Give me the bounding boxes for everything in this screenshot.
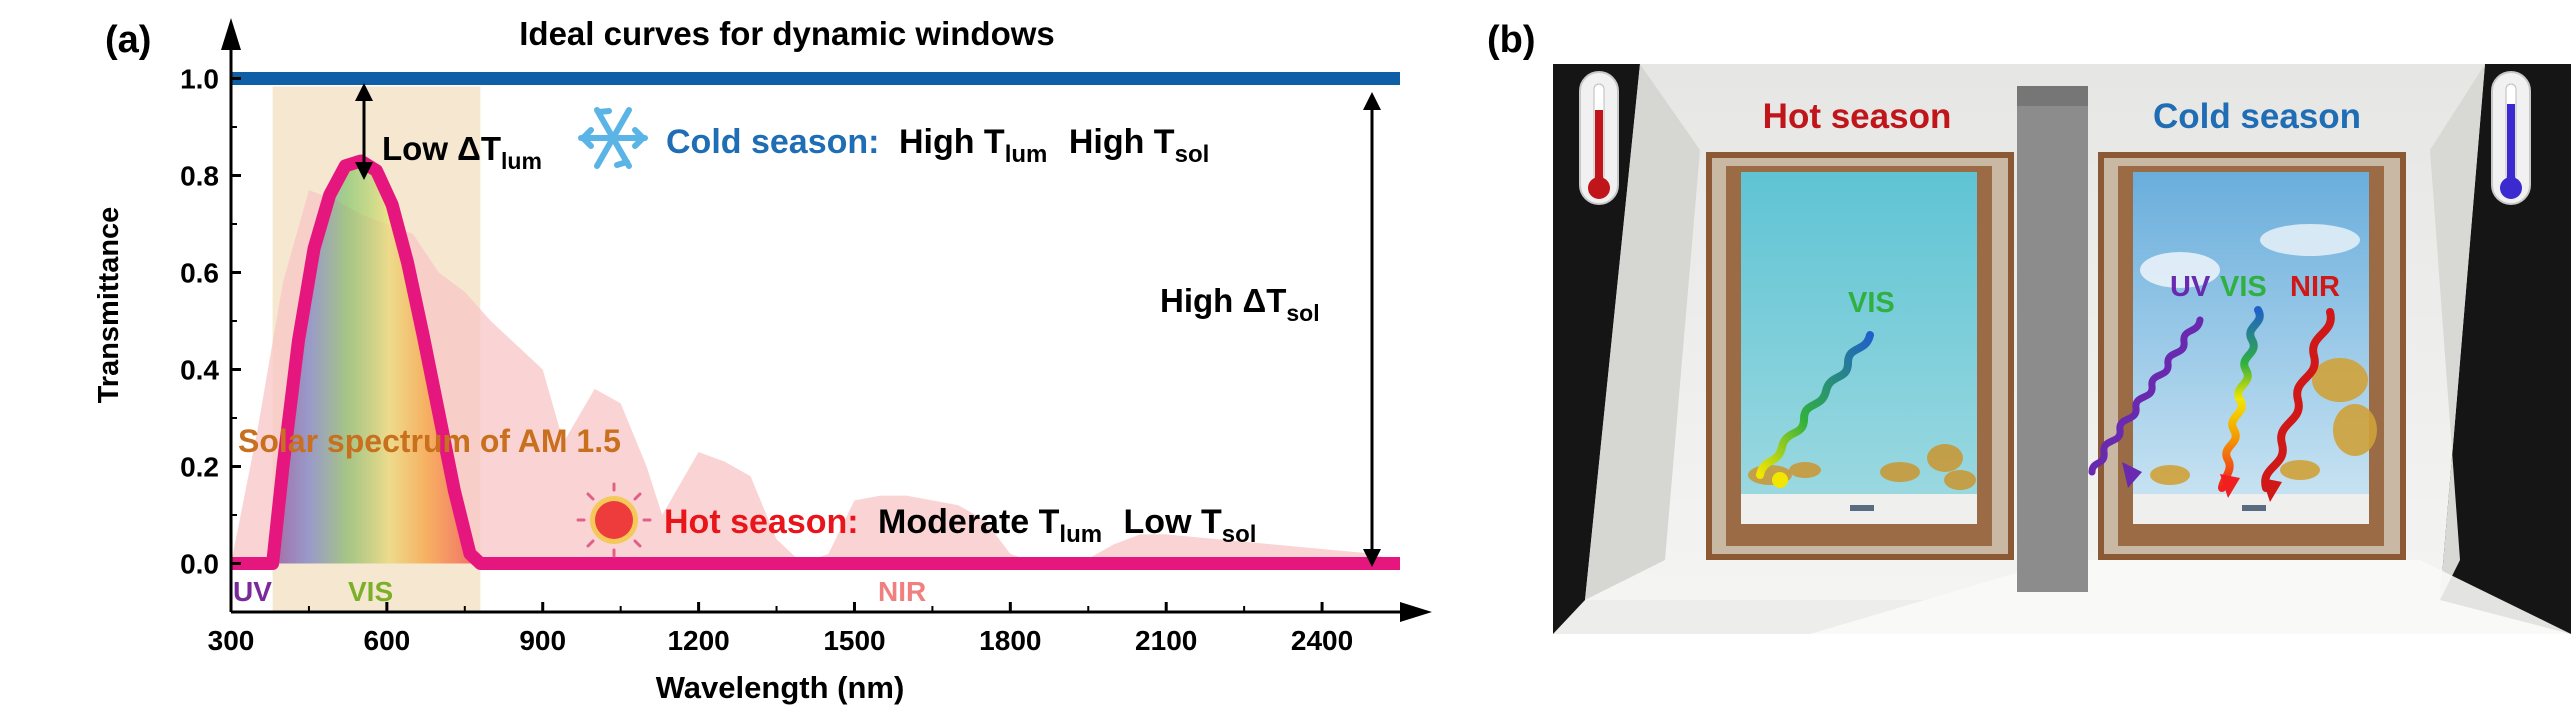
y-tick-label: 0.2 bbox=[180, 452, 219, 483]
x-tick-label: 2400 bbox=[1291, 625, 1353, 656]
x-tick-label: 600 bbox=[364, 625, 411, 656]
x-tick-label: 1500 bbox=[823, 625, 885, 656]
series-layer bbox=[231, 72, 1400, 570]
cold-nir-label: NIR bbox=[2290, 271, 2340, 303]
hot-vis-label: VIS bbox=[1848, 287, 1895, 319]
hot-thermometer-icon bbox=[1579, 71, 1619, 205]
vis-wave-hot bbox=[1756, 331, 1874, 488]
x-tick-label: 900 bbox=[519, 625, 566, 656]
panel-b-label: (b) bbox=[1487, 19, 1536, 61]
y-tick-label: 0.6 bbox=[180, 258, 219, 289]
hot-season-window bbox=[1706, 152, 2014, 560]
uv-region-label: UV bbox=[233, 576, 272, 607]
x-tick-label: 2100 bbox=[1135, 625, 1197, 656]
x-axis-arrowhead bbox=[1400, 602, 1432, 622]
cold-thermometer-icon bbox=[2491, 71, 2531, 205]
cold-season-title: Cold season bbox=[2153, 97, 2361, 136]
hot-season-title: Hot season bbox=[1763, 97, 1952, 136]
hot-season-line bbox=[231, 154, 1400, 570]
y-axis-arrowhead bbox=[221, 18, 241, 50]
solar-spectrum-layer bbox=[231, 190, 1400, 564]
y-axis-label: Transmittance bbox=[93, 207, 125, 404]
snowflake-icon bbox=[578, 107, 648, 169]
x-tick-label: 1200 bbox=[667, 625, 729, 656]
vis-region-label: VIS bbox=[348, 576, 393, 607]
uv-wave-cold bbox=[2088, 316, 2204, 488]
panel-a-label: (a) bbox=[105, 19, 151, 61]
solar-spectrum-label: Solar spectrum of AM 1.5 bbox=[238, 423, 621, 459]
sun-icon bbox=[576, 482, 652, 558]
panel-b: (b) bbox=[1487, 19, 2571, 634]
x-axis-label: Wavelength (nm) bbox=[656, 670, 905, 705]
vis-wave-cold bbox=[2218, 306, 2264, 498]
y-tick-label: 1.0 bbox=[180, 64, 219, 95]
y-tick-label: 0.0 bbox=[180, 549, 219, 580]
x-tick-label: 300 bbox=[208, 625, 255, 656]
window-illustration: Hot season Cold season VIS UV VI bbox=[1553, 64, 2571, 634]
chart-title: Ideal curves for dynamic windows bbox=[519, 15, 1055, 52]
y-tick-label: 0.8 bbox=[180, 161, 219, 192]
high-delta-tsol-arrow bbox=[1363, 92, 1381, 567]
cold-vis-label: VIS bbox=[2220, 271, 2267, 303]
axes-layer: 300 600 900 1200 1500 1800 2100 2400 0.0 0.2 0.4 0.… bbox=[180, 18, 1432, 656]
hot-season-annotation: Hot season: Moderate Tlum Low Tsol bbox=[664, 503, 1256, 550]
solar-spectrum-area bbox=[231, 190, 1400, 564]
nir-wave-cold bbox=[2261, 308, 2335, 502]
low-delta-tlum-arrow bbox=[355, 83, 373, 180]
cold-uv-label: UV bbox=[2170, 271, 2211, 303]
nir-region-label: NIR bbox=[878, 576, 926, 607]
y-tick-label: 0.4 bbox=[180, 355, 219, 386]
panel-a: (a) Ideal curves for dynamic windows 300… bbox=[93, 15, 1432, 705]
high-delta-tsol-label: High ΔTsol bbox=[1160, 282, 1320, 326]
center-pillar bbox=[2017, 86, 2088, 592]
x-tick-label: 1800 bbox=[979, 625, 1041, 656]
cold-season-annotation: Cold season: High Tlum High Tsol bbox=[666, 123, 1209, 170]
low-delta-tlum-label: Low ΔTlum bbox=[382, 130, 542, 174]
